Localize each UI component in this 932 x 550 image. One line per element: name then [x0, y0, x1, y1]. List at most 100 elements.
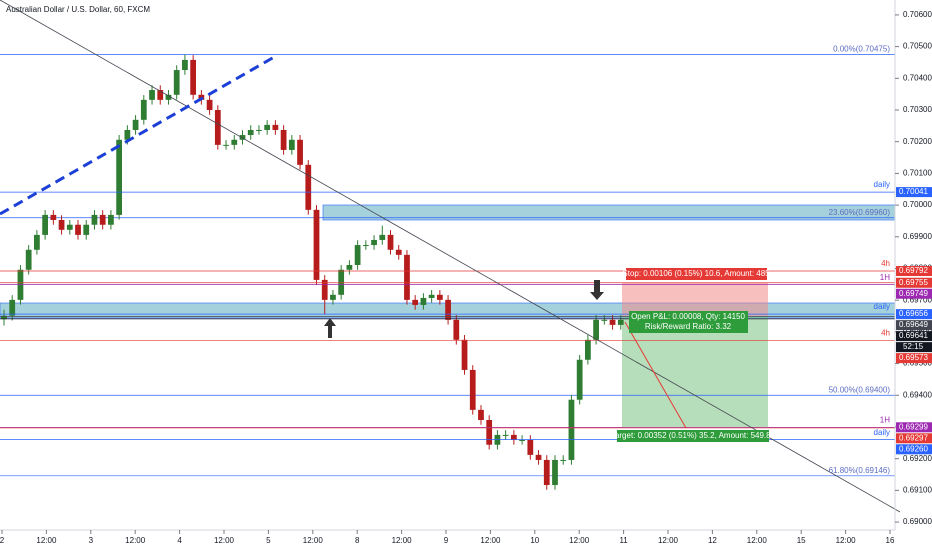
y-tick-label: 0.70100 — [903, 169, 932, 178]
y-tick-label: 0.70000 — [903, 200, 932, 209]
price-badge — [896, 320, 932, 331]
price-badge-label: 0.69656 — [899, 309, 928, 318]
candle-body — [395, 249, 402, 255]
target-zone — [622, 316, 768, 427]
level-tag: 1H — [880, 273, 890, 282]
candle-body — [436, 294, 443, 300]
level-tag: daily — [874, 302, 890, 311]
candle-body — [609, 319, 616, 325]
level-tag: 4h — [881, 259, 890, 268]
y-tick-label: 0.70200 — [903, 137, 932, 146]
drawings-front — [0, 0, 901, 513]
countdown-badge — [896, 342, 932, 353]
candle-body — [412, 299, 419, 305]
candle-body — [149, 90, 155, 100]
price-badge — [896, 187, 932, 198]
candle-body — [510, 434, 517, 440]
risk-reward: Risk/Reward Ratio: 3.32 — [645, 322, 732, 331]
candle-body — [453, 319, 460, 340]
candle-body — [362, 245, 369, 247]
x-tick-label: 9 — [444, 536, 449, 545]
candle-body — [256, 129, 262, 131]
trendline — [0, 0, 901, 513]
candle-body — [9, 299, 16, 316]
price-badge-label: 0.69792 — [899, 266, 928, 275]
y-tick-label: 0.69500 — [903, 359, 932, 368]
countdown: 52:15 — [903, 342, 924, 351]
candle-body — [91, 214, 98, 225]
candle-body — [478, 409, 484, 421]
x-tick-label: 12:00 — [836, 536, 857, 545]
x-tick-label: 5 — [266, 536, 271, 545]
x-tick-label: 12:00 — [392, 536, 413, 545]
target-label-box — [617, 430, 769, 442]
candle-body — [486, 420, 493, 445]
y-tick-label: 0.70400 — [903, 73, 932, 82]
x-tick-label: 12:00 — [569, 536, 590, 545]
price-badge — [896, 353, 932, 364]
candle-body — [83, 224, 90, 235]
fib-label: 61.80%(0.69146) — [829, 466, 891, 475]
stop-zone — [622, 283, 768, 316]
candle-body — [330, 294, 336, 300]
candle-body — [535, 454, 542, 460]
candle-body — [140, 99, 147, 120]
candle-body — [543, 459, 550, 485]
candle-body — [66, 224, 73, 230]
candle-body — [560, 459, 567, 461]
candle-body — [593, 319, 599, 340]
candle-body — [371, 239, 377, 246]
price-badge — [896, 433, 932, 444]
price-badge — [896, 277, 932, 288]
fib-label: 50.00%(0.69400) — [829, 385, 891, 394]
candle-body — [288, 139, 295, 150]
candle-body — [280, 129, 287, 150]
price-badge — [896, 422, 932, 433]
candle-body — [231, 139, 238, 145]
candle-body — [214, 109, 221, 145]
price-badge-label: 0.69641 — [899, 331, 928, 340]
y-tick-label: 0.70300 — [903, 105, 932, 114]
candle-body — [428, 294, 435, 298]
candle-body — [387, 234, 394, 250]
candle-body — [173, 70, 180, 95]
trendline — [0, 54, 277, 216]
candle-body — [108, 214, 114, 225]
x-tick-label: 12:00 — [747, 536, 768, 545]
candle-body — [297, 139, 303, 165]
arrow-line — [624, 321, 687, 429]
candle-body — [99, 214, 106, 225]
candle-body — [313, 209, 320, 280]
candle-body — [182, 59, 188, 71]
price-badge-label: 0.69755 — [899, 278, 928, 287]
price-badge-label: 0.69573 — [899, 353, 928, 362]
candle-body — [338, 269, 345, 295]
candle-body — [354, 245, 361, 265]
y-tick-label: 0.69200 — [903, 454, 932, 463]
candle-body — [305, 164, 312, 210]
level-tag: daily — [874, 180, 890, 189]
candle-body — [601, 319, 608, 321]
price-badge-label: 0.69260 — [899, 444, 928, 453]
x-tick-label: 3 — [89, 536, 94, 545]
candle-body — [576, 359, 583, 400]
candle-body — [445, 299, 451, 320]
level-tag: 1H — [880, 415, 890, 424]
candle-body — [346, 265, 353, 270]
candle-body — [420, 297, 427, 305]
x-tick-label: 10 — [530, 536, 539, 545]
x-tick-label: 16 — [886, 536, 895, 545]
up-arrow — [324, 318, 336, 338]
candle-body — [116, 139, 123, 215]
x-tick-label: 4 — [177, 536, 182, 545]
x-tick-label: 12:00 — [480, 536, 501, 545]
down-arrow — [590, 280, 604, 300]
y-tick-label: 0.69000 — [903, 517, 932, 526]
candle-body — [42, 214, 48, 235]
candle-body — [206, 99, 213, 110]
candle-body — [264, 124, 271, 130]
x-tick-label: 12:00 — [125, 536, 146, 545]
price-badge-label: 0.70041 — [899, 187, 928, 196]
x-tick-label: 12 — [708, 536, 717, 545]
